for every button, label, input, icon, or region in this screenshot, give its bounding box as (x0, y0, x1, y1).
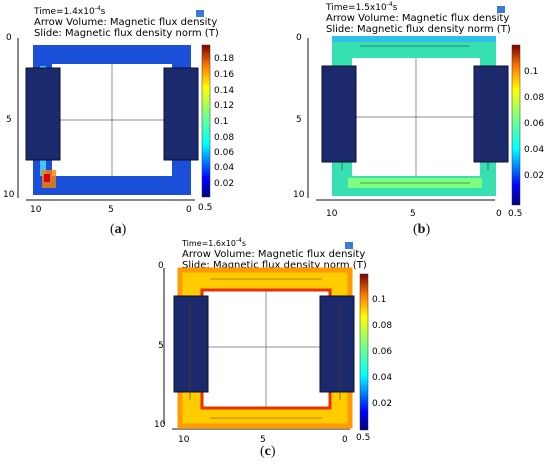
colorbar-tick: 0.04 (524, 145, 544, 155)
flux-arrows (189, 278, 341, 419)
y-tick-5: 5 (158, 341, 164, 351)
x-tick-0: 0 (186, 205, 192, 215)
colorbar-tick: 0.08 (524, 93, 544, 103)
colorbar-tick: 0.12 (214, 101, 234, 111)
y-tick-5: 5 (6, 115, 12, 125)
time-label: Time=1.4x10-4s (33, 5, 106, 17)
arrow-volume-label: Arrow Volume: Magnetic flux density (326, 13, 509, 24)
arrow-volume-label: Arrow Volume: Magnetic flux density (182, 249, 365, 260)
colorbar-tick: 0.1 (214, 117, 228, 127)
y-tick-5: 5 (296, 115, 302, 125)
x-tick-10: 10 (178, 435, 190, 445)
colorbar (359, 273, 369, 431)
colorbar-tick: 0.04 (214, 163, 234, 173)
y-tick-10: 10 (3, 190, 15, 200)
panel-c-plot: Time=1.6x10-4s Arrow Volume: Magnetic fl… (154, 237, 392, 445)
panel-a: Time=1.4x10-4s Arrow Volume: Magnetic fl… (0, 0, 260, 240)
y-tick-0: 0 (158, 261, 164, 271)
arrow-volume-label: Arrow Volume: Magnetic flux density (34, 17, 217, 28)
colorbar-min: 0.5 (508, 209, 522, 219)
x-tick-10: 10 (326, 209, 338, 219)
colorbar-tick: 0.04 (372, 373, 392, 383)
colorbar-min: 0.5 (356, 433, 370, 443)
x-tick-0: 0 (496, 209, 502, 219)
caption-b: (b) (413, 222, 431, 237)
flux-arrows (341, 45, 489, 184)
y-tick-0: 0 (6, 33, 12, 43)
colorbar (511, 44, 521, 206)
x-tick-5: 5 (410, 209, 416, 219)
coil-left (321, 65, 357, 163)
colorbar-tick: 0.02 (214, 179, 234, 189)
caption-a: (a) (110, 222, 127, 237)
slide-label: Slide: Magnetic flux density norm (T) (34, 28, 219, 39)
y-tick-10: 10 (293, 190, 305, 200)
toolbar-icon[interactable] (345, 242, 353, 249)
x-tick-5: 5 (108, 205, 114, 215)
colorbar-tick: 0.02 (524, 171, 544, 181)
toolbar-icon[interactable] (196, 10, 204, 17)
panel-b: Time=1.5x10-4s Arrow Volume: Magnetic fl… (290, 0, 550, 240)
colorbar-tick: 0.06 (372, 347, 392, 357)
core-edge-outer (332, 36, 496, 42)
toolbar-icon[interactable] (497, 6, 505, 13)
colorbar-tick: 0.02 (372, 399, 392, 409)
colorbar-min: 0.5 (198, 203, 212, 213)
time-label: Time=1.6x10-4s (181, 237, 246, 248)
coil-right (319, 295, 355, 393)
panel-a-plot: Time=1.4x10-4s Arrow Volume: Magnetic fl… (3, 5, 234, 215)
x-tick-0: 0 (342, 435, 348, 445)
colorbar-tick: 0.1 (372, 295, 386, 305)
time-label: Time=1.5x10-4s (325, 1, 398, 13)
colorbar (201, 44, 211, 198)
x-tick-5: 5 (260, 435, 266, 445)
caption-c: (c) (260, 444, 276, 459)
y-tick-0: 0 (296, 33, 302, 43)
colorbar-tick: 0.08 (372, 321, 392, 331)
coil-right (473, 65, 509, 163)
slide-label: Slide: Magnetic flux density norm (T) (182, 260, 367, 271)
panel-b-plot: Time=1.5x10-4s Arrow Volume: Magnetic fl… (293, 1, 544, 219)
colorbar-tick: 0.18 (214, 54, 234, 64)
coil-left (173, 295, 209, 393)
colorbar-tick: 0.14 (214, 86, 234, 96)
core-hotspot (44, 174, 50, 182)
x-tick-10: 10 (30, 205, 42, 215)
coil-right (163, 67, 199, 161)
colorbar-tick: 0.08 (214, 133, 234, 143)
panel-c: Time=1.6x10-4s Arrow Volume: Magnetic fl… (150, 234, 410, 445)
colorbar-tick: 0.16 (214, 70, 234, 80)
colorbar-tick: 0.06 (214, 148, 234, 158)
coil-left (25, 67, 61, 161)
y-tick-10: 10 (154, 420, 166, 430)
colorbar-tick: 0.1 (524, 67, 538, 77)
colorbar-tick: 0.06 (524, 119, 544, 129)
slide-label: Slide: Magnetic flux density norm (T) (326, 24, 511, 35)
